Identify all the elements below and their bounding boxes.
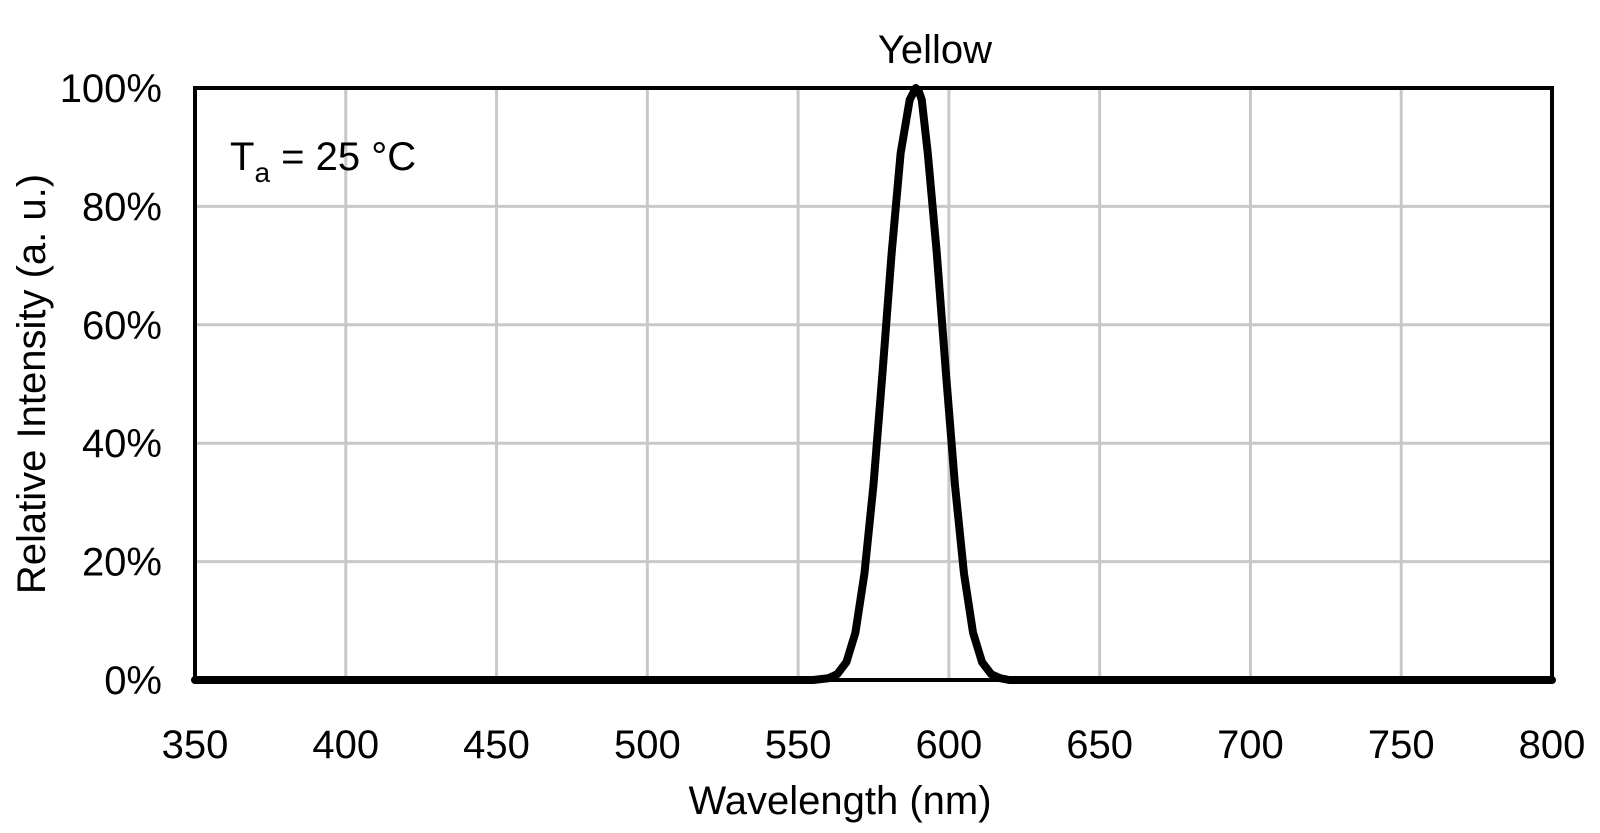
y-tick-label: 100% (60, 67, 162, 111)
series-layer (191, 84, 1556, 684)
x-tick-label: 650 (1066, 723, 1133, 767)
y-tick-label: 60% (82, 304, 162, 348)
temperature-annotation: Ta = 25 °C (230, 135, 416, 188)
plot-frame (193, 86, 1554, 682)
x-tick-label: 500 (614, 723, 681, 767)
x-tick-label: 750 (1368, 723, 1435, 767)
y-tick-label: 80% (82, 185, 162, 229)
x-tick-label: 600 (916, 723, 983, 767)
x-tick-label: 700 (1217, 723, 1284, 767)
x-tick-labels: 350 400 450 500 550 600 650 700 750 800 (162, 723, 1586, 767)
annotation-main: T (230, 135, 254, 179)
x-tick-label: 350 (162, 723, 229, 767)
y-tick-label: 0% (104, 659, 162, 703)
y-tick-labels: 0% 20% 40% 60% 80% 100% (60, 67, 162, 703)
x-tick-label: 550 (765, 723, 832, 767)
chart-title: Yellow (878, 28, 992, 72)
series-line-0 (191, 84, 1556, 684)
y-axis-label: Relative Intensity (a. u.) (10, 174, 54, 594)
annotation-subscript: a (254, 157, 270, 188)
x-tick-label: 800 (1519, 723, 1586, 767)
annotation-suffix: = 25 °C (270, 135, 416, 179)
y-tick-label: 20% (82, 541, 162, 585)
x-axis-label: Wavelength (nm) (688, 779, 991, 823)
x-tick-label: 400 (312, 723, 379, 767)
x-tick-label: 450 (463, 723, 530, 767)
y-tick-label: 40% (82, 422, 162, 466)
